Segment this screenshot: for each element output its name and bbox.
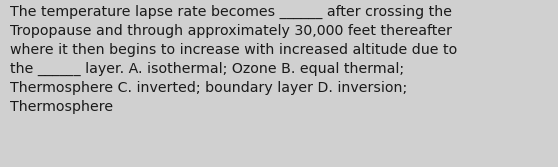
Text: The temperature lapse rate becomes ______ after crossing the
Tropopause and thro: The temperature lapse rate becomes _____… xyxy=(10,5,458,114)
